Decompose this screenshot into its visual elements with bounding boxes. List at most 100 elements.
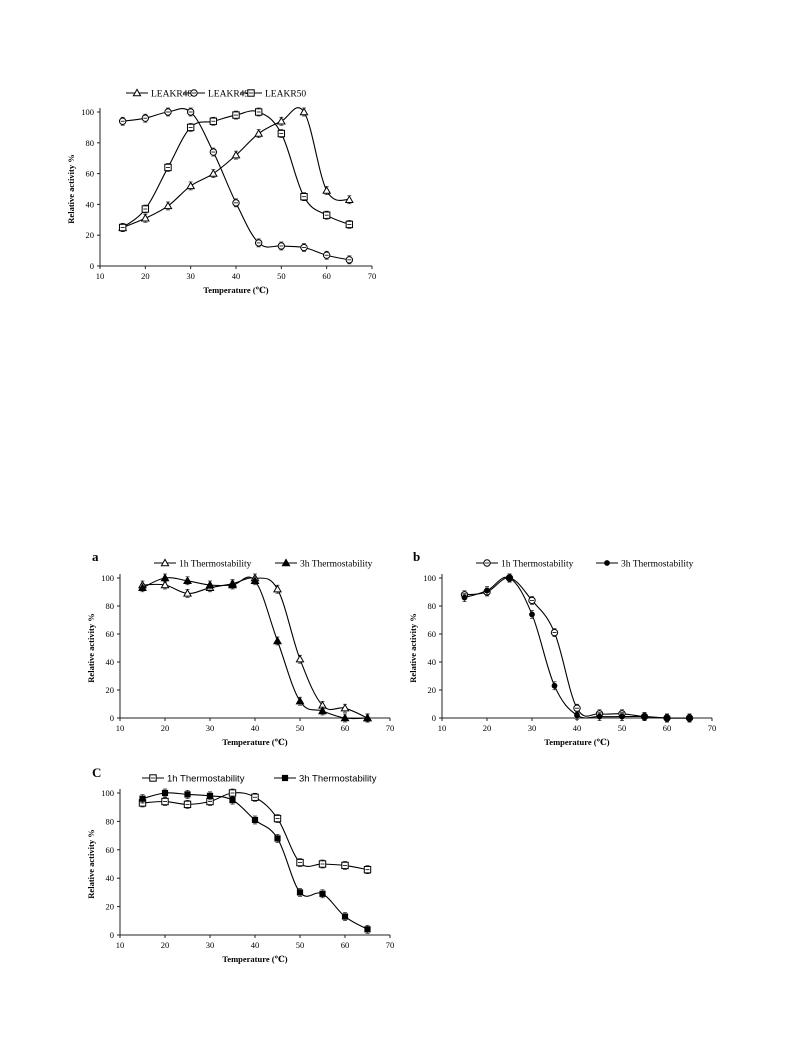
data-point: [183, 588, 192, 597]
x-tick-label: 20: [161, 940, 170, 950]
x-axis-title: Temperature (℃): [222, 954, 287, 964]
x-tick-label: 40: [251, 940, 260, 950]
x-axis-title: Temperature (℃): [544, 737, 609, 747]
x-tick-label: 60: [322, 271, 331, 281]
y-tick-label: 20: [106, 685, 115, 695]
series-1h-thermostability: [460, 573, 694, 723]
x-tick-label: 40: [573, 723, 582, 733]
series-leakr49: [118, 107, 354, 265]
y-tick-label: 80: [428, 601, 437, 611]
y-tick-label: 0: [90, 261, 94, 271]
data-point: [664, 715, 670, 721]
data-point: [250, 576, 260, 584]
x-tick-label: 70: [386, 723, 395, 733]
data-point: [340, 703, 350, 712]
y-tick-label: 40: [428, 657, 437, 667]
x-tick-label: 30: [186, 271, 195, 281]
x-tick-label: 10: [438, 723, 447, 733]
y-tick-label: 60: [86, 169, 95, 179]
data-point: [138, 583, 147, 591]
series-line-leakr50: [122, 110, 350, 228]
data-point: [340, 713, 350, 722]
legend-label-1h-thermostability: 1h Thermostability: [167, 774, 245, 785]
y-tick-label: 100: [423, 573, 436, 583]
x-tick-label: 50: [618, 723, 627, 733]
chart-c: 0 20 40 60 80 100 10 20 30 40 50 60 70 Temperature (℃…: [88, 774, 395, 965]
data-point: [574, 712, 580, 719]
series-3h-thermostability: [139, 788, 371, 934]
data-point: [551, 682, 558, 689]
series-3h-thermostability: [461, 573, 693, 723]
x-tick-label: 20: [483, 723, 492, 733]
data-point: [484, 587, 490, 594]
data-point: [363, 713, 372, 722]
data-point: [641, 713, 648, 720]
data-point: [139, 795, 146, 802]
x-axis-title: Temperature (℃): [203, 285, 268, 295]
x-tick-label: 10: [96, 271, 105, 281]
series-line-1h-thermostability: [142, 792, 368, 871]
x-tick-label: 30: [528, 723, 537, 733]
x-tick-label: 70: [386, 940, 395, 950]
y-axis-title: Relative activity %: [66, 154, 76, 223]
series-line-leakr49: [122, 107, 350, 261]
y-tick-label: 100: [81, 107, 94, 117]
series-3h-thermostability: [138, 573, 372, 723]
data-point: [229, 797, 236, 804]
y-tick-label: 20: [106, 902, 115, 912]
chart-b: 0 20 40 60 80 100 10 20 30 40 50 60 70 Temperature (℃…: [410, 559, 716, 747]
legend: 1h Thermostability 3h Thermostability: [142, 774, 377, 785]
legend-marker-3h-thermostability: [604, 560, 610, 566]
y-tick-label: 60: [428, 629, 437, 639]
y-tick-label: 20: [428, 685, 437, 695]
legend-label-3h-thermostability: 3h Thermostability: [300, 560, 373, 570]
x-tick-label: 60: [663, 723, 672, 733]
data-point: [596, 713, 603, 720]
chart-top: 0 20 40 60 80 100 10 20 30 40 50 60 70 Temperature (℃…: [66, 88, 377, 295]
data-point: [161, 789, 169, 797]
x-tick-label: 40: [251, 723, 260, 733]
y-tick-label: 80: [86, 138, 95, 148]
data-point: [296, 889, 304, 896]
x-tick-label: 40: [232, 271, 241, 281]
y-axis-title: Relative activity %: [88, 829, 96, 898]
legend-marker-3h-thermostability: [281, 558, 291, 567]
y-tick-label: 40: [106, 657, 115, 667]
legend-label-1h-thermostability: 1h Thermostability: [179, 560, 252, 570]
legend-label-3h-thermostability: 3h Thermostability: [299, 774, 377, 785]
y-tick-label: 40: [106, 873, 115, 883]
legend-label-leakr50: LEAKR50: [265, 90, 306, 100]
data-point: [619, 713, 625, 720]
series-1h-thermostability: [138, 573, 372, 723]
y-tick-label: 40: [86, 199, 95, 209]
data-point: [322, 185, 332, 194]
series-line-3h-thermostability: [142, 792, 368, 930]
y-tick-label: 60: [106, 845, 115, 855]
series-leakr50: [118, 107, 354, 232]
data-point: [299, 107, 309, 116]
legend: 1h Thermostability 3h Thermostability: [476, 559, 694, 570]
x-tick-label: 70: [368, 271, 377, 281]
y-tick-label: 100: [101, 788, 114, 798]
data-point: [318, 706, 327, 715]
data-point: [160, 580, 170, 589]
x-tick-label: 10: [116, 940, 125, 950]
series-line-3h-thermostability: [464, 576, 690, 719]
data-point: [364, 926, 371, 933]
data-point: [319, 890, 326, 897]
legend-label-leakr49: LEAKR49: [208, 90, 249, 100]
data-point: [273, 584, 282, 593]
data-point: [344, 195, 354, 203]
x-tick-label: 20: [161, 723, 170, 733]
data-point: [529, 611, 535, 618]
x-tick-label: 20: [141, 271, 150, 281]
panel-label-c: C: [92, 765, 102, 780]
x-tick-label: 10: [116, 723, 125, 733]
data-point: [184, 791, 191, 798]
legend-label-leakr48: LEAKR48: [151, 90, 192, 100]
x-tick-label: 50: [277, 271, 286, 281]
series-1h-thermostability: [138, 788, 372, 874]
data-point: [163, 201, 173, 210]
legend-marker-leakr48: [132, 88, 142, 97]
series-line-1h-thermostability: [142, 577, 368, 719]
